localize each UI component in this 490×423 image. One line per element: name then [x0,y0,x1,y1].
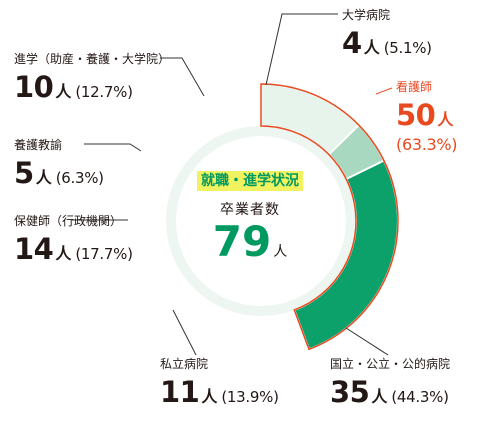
label-percent: (17.7%) [75,245,133,263]
label-name: 看護師 [396,80,433,94]
leader-private-hospital [172,309,197,356]
leader-university-hospital [265,13,338,86]
center-label: 卒業者数 [220,202,280,218]
leader-further-study [160,57,205,97]
label-count: 50 [396,98,436,132]
label-name: 進学（助産・養護・大学院） [14,52,171,66]
label-nurse: 看護師 50 人 (63.3%) [396,80,458,155]
label-unit: 人 [201,387,218,406]
label-university-hospital: 大学病院 4 人 (5.1%) [342,8,432,63]
label-public-hospital: 国立・公立・公的病院 35 人 (44.3%) [330,357,450,412]
label-unit: 人 [363,38,380,57]
label-unit: 人 [55,82,72,101]
label-percent: (13.9%) [221,388,279,406]
label-unit: 人 [437,110,454,129]
label-school-nurse: 養護教諭 5 人 (6.3%) [14,138,104,193]
center-total: 79 [212,217,272,266]
label-name: 養護教諭 [14,138,63,152]
donut-center: 就職・進学状況 卒業者数 79 人 [180,170,320,275]
label-count: 14 [14,232,54,266]
label-percent: (12.7%) [75,83,133,101]
label-percent: (5.1%) [383,39,432,57]
label-private-hospital: 私立病院 11 人 (13.9%) [160,357,279,412]
label-name: 私立病院 [160,357,209,371]
label-count: 10 [14,70,54,104]
label-further-study: 進学（助産・養護・大学院） 10 人 (12.7%) [14,52,170,107]
label-name: 大学病院 [342,8,391,22]
leader-nurse [375,87,393,95]
inner-ring [166,126,356,316]
label-name: 国立・公立・公的病院 [330,357,451,371]
label-name: 保健師（行政機関） [14,214,123,228]
chart-title: 就職・進学状況 [197,171,303,191]
label-percent: (44.3%) [391,388,449,406]
label-percent: (63.3%) [396,135,458,154]
label-public-health-nurse: 保健師（行政機関） 14 人 (17.7%) [14,214,133,269]
leader-school-nurse [84,143,142,152]
center-unit: 人 [273,244,288,260]
label-count: 35 [330,375,370,409]
highlight-outline-nurse [260,83,399,351]
label-percent: (6.3%) [55,169,104,187]
label-unit: 人 [35,168,52,187]
label-count: 5 [14,156,34,190]
label-unit: 人 [371,387,388,406]
label-count: 4 [342,26,362,60]
label-unit: 人 [55,244,72,263]
leader-public-hospital [345,327,389,356]
label-count: 11 [160,375,200,409]
